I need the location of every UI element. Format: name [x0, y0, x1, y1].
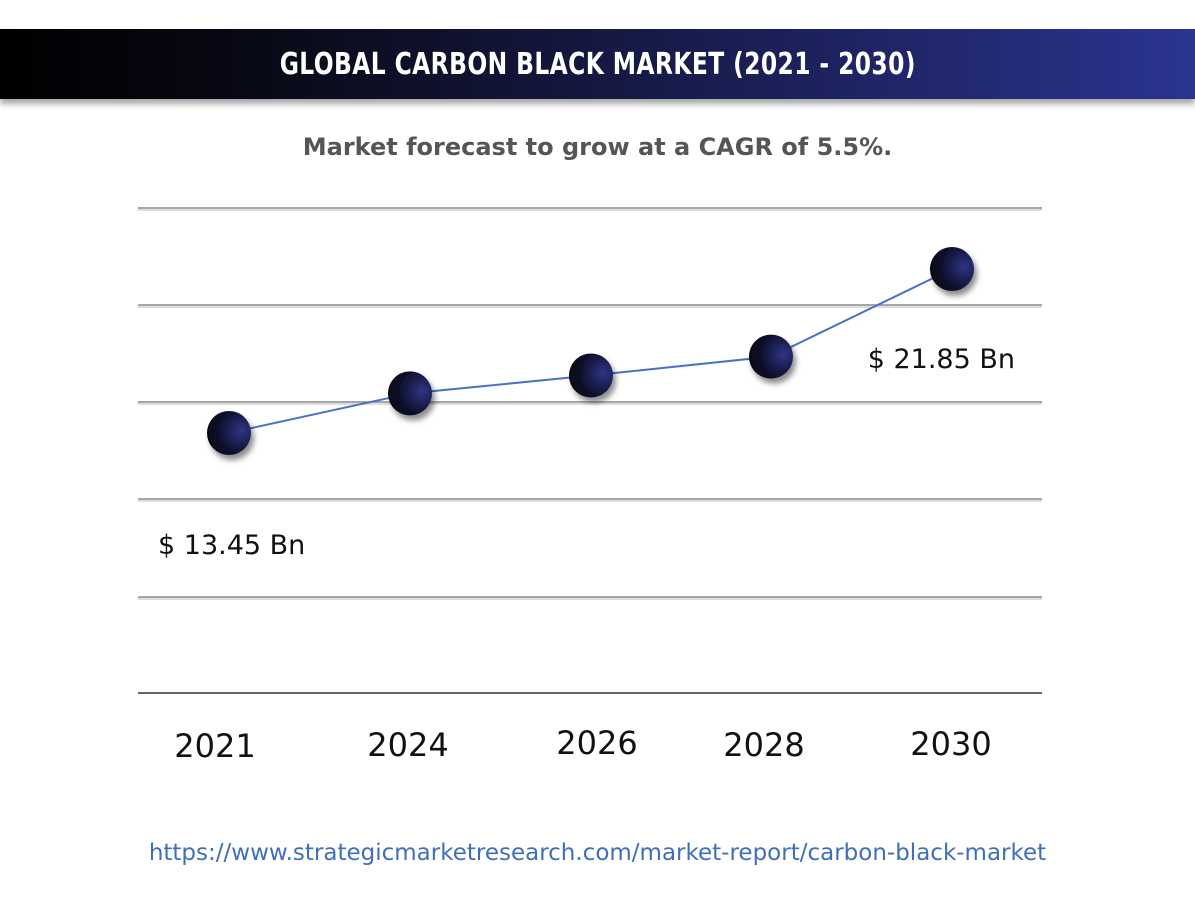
x-tick-label-2026: 2026 [556, 724, 637, 762]
data-point-marker-2028 [749, 334, 793, 379]
series-line-layer [228, 268, 953, 434]
data-label-2030: $ 21.85 Bn [868, 344, 1015, 375]
data-label-2021: $ 13.45 Bn [158, 530, 305, 561]
series-line [228, 268, 953, 434]
x-tick-label-2028: 2028 [723, 726, 804, 764]
source-url-link[interactable]: https://www.strategicmarketresearch.com/… [148, 840, 1047, 866]
data-point-marker-2030 [930, 247, 974, 291]
labels-layer: 2021 2024 2026 2028 2030 $ 13.45 Bn $ 21.85 Bn [158, 344, 1015, 765]
x-tick-label-2030: 2030 [910, 725, 991, 763]
x-tick-label-2021: 2021 [174, 727, 255, 765]
x-tick-label-2024: 2024 [367, 726, 448, 764]
chart-title: GLOBAL CARBON BLACK MARKET (2021 - 2030) [279, 46, 916, 82]
grid-lines [138, 207, 1042, 694]
data-point-marker-2021 [207, 411, 251, 455]
data-point-marker-2024 [388, 371, 432, 416]
title-banner: GLOBAL CARBON BLACK MARKET (2021 - 2030) [0, 29, 1195, 99]
markers-layer [207, 247, 974, 455]
data-point-marker-2026 [569, 353, 613, 398]
chart-subtitle: Market forecast to grow at a CAGR of 5.5… [302, 133, 893, 161]
